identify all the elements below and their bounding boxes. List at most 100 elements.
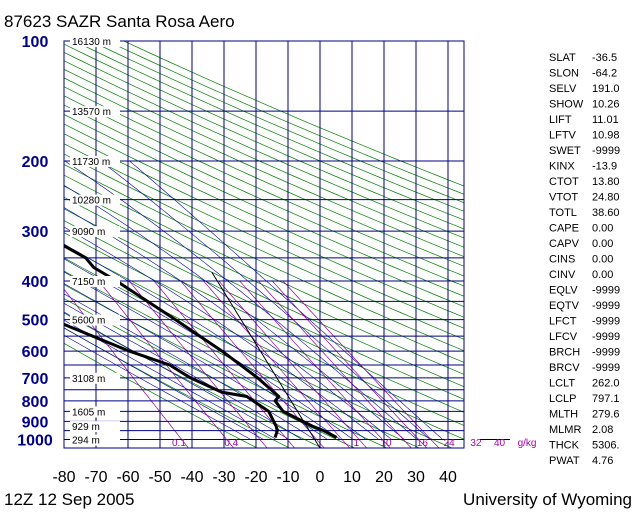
index-name: EQTV	[549, 300, 580, 312]
height-label: 9090 m	[72, 227, 105, 238]
pressure-tick-label: 700	[22, 371, 49, 388]
index-value: -13.9	[592, 161, 617, 173]
pressure-tick-label: 300	[22, 224, 49, 241]
pressure-tick-label: 800	[22, 394, 49, 411]
height-label-bg	[70, 106, 120, 118]
height-label-bg	[70, 314, 120, 326]
pressure-tick-label: 600	[22, 344, 49, 361]
index-value: 279.6	[592, 409, 620, 421]
temperature-tick-label: -80	[52, 469, 75, 486]
pressure-tick-label: 100	[22, 34, 49, 51]
height-label-bg	[70, 275, 120, 287]
moist-adiabat-line	[129, 160, 444, 440]
index-name: LCLT	[549, 378, 575, 390]
mixing-ratio-line	[98, 280, 234, 448]
height-label-bg	[70, 421, 120, 433]
temperature-profile-line	[64, 244, 338, 439]
index-value: 0.00	[592, 254, 613, 266]
height-label: 7150 m	[72, 277, 105, 288]
index-value: -9999	[592, 316, 620, 328]
height-label-bg	[70, 36, 120, 47]
index-value: -9999	[592, 300, 620, 312]
dry-adiabat-line	[64, 51, 464, 230]
index-name: VTOT	[549, 192, 578, 204]
index-value: 10.98	[592, 130, 620, 142]
plot-grid	[63, 40, 510, 449]
index-name: EQLV	[549, 285, 578, 297]
index-value: 0.00	[592, 223, 613, 235]
pressure-tick-label: 1000	[17, 433, 53, 450]
index-name: SLAT	[549, 52, 576, 64]
dry-adiabat-line	[64, 208, 464, 400]
dry-adiabat-line	[73, 41, 464, 212]
index-name: SHOW	[549, 99, 584, 111]
mixing-ratio-label: 24	[444, 438, 456, 449]
dry-adiabat-line	[64, 43, 464, 221]
height-label-bg	[70, 155, 120, 167]
dry-adiabat-line	[64, 86, 464, 267]
index-value: -9999	[592, 331, 620, 343]
dry-adiabat-line	[64, 104, 464, 287]
moist-adiabat-line	[64, 258, 354, 440]
dry-adiabat-line	[64, 95, 464, 277]
dewpoint-profile-line	[64, 322, 279, 438]
index-name: LFCV	[549, 331, 578, 343]
zero-isotherm-line	[211, 271, 321, 449]
index-value: 24.80	[592, 192, 620, 204]
dry-adiabat-line	[64, 153, 464, 340]
dry-adiabat-line	[64, 164, 464, 352]
sounding-profiles	[64, 244, 338, 439]
index-name: KINX	[549, 161, 575, 173]
index-value: 191.0	[592, 83, 620, 95]
mixing-ratio-lines	[64, 280, 440, 448]
dry-adiabat-line	[64, 270, 420, 448]
mixing-ratio-label: 0.4	[224, 438, 238, 449]
index-value: 0.00	[592, 269, 613, 281]
height-label-bg	[70, 434, 120, 446]
observation-time: 12Z 12 Sep 2005	[4, 490, 134, 509]
temperature-tick-label: 40	[439, 469, 457, 486]
temperature-tick-label: 30	[407, 469, 425, 486]
temperature-tick-label: -30	[212, 469, 235, 486]
stability-indices: SLAT -36.5 SLON -64.2 SELV 191.0 SHOW 10.26 LIFT…	[549, 52, 620, 467]
index-value: 4.76	[592, 455, 613, 467]
moist-adiabat-line	[100, 160, 431, 440]
temperature-tick-label: 10	[343, 469, 361, 486]
index-name: MLMR	[549, 424, 581, 436]
index-name: BRCV	[549, 362, 580, 374]
dry-adiabat-line	[64, 60, 464, 239]
index-name: SLON	[549, 68, 579, 80]
temperature-tick-label: -50	[148, 469, 171, 486]
height-label: 1605 m	[72, 407, 105, 418]
mixing-ratio-line	[282, 280, 440, 448]
index-name: LFTV	[549, 130, 577, 142]
height-label: 10280 m	[72, 196, 111, 207]
pressure-tick-label: 400	[22, 274, 49, 291]
dry-adiabat-line	[64, 133, 464, 318]
index-name: CINV	[549, 269, 576, 281]
height-label: 16130 m	[72, 37, 111, 48]
dry-adiabat-line	[64, 123, 464, 308]
mixing-ratio-label: 16	[417, 438, 429, 449]
height-label: 929 m	[72, 422, 100, 433]
height-label-bg	[70, 372, 120, 384]
index-name: LCLP	[549, 393, 577, 405]
mixing-ratio-line	[218, 280, 367, 448]
index-name: PWAT	[549, 455, 580, 467]
dry-adiabat-line	[64, 77, 464, 258]
moist-adiabat-line	[64, 207, 392, 440]
plot-frame	[63, 40, 465, 449]
index-value: 262.0	[592, 378, 620, 390]
chart-title: 87623 SAZR Santa Rosa Aero	[4, 12, 235, 31]
temperature-tick-label: -40	[180, 469, 203, 486]
mixing-ratio-line	[271, 280, 427, 448]
temperature-tick-label: 20	[375, 469, 393, 486]
dry-adiabat-line	[64, 174, 464, 363]
temperature-tick-label: -60	[116, 469, 139, 486]
index-name: CINS	[549, 254, 575, 266]
mixing-ratio-line	[203, 280, 350, 448]
dry-adiabat-line	[64, 298, 355, 448]
mixing-ratio-label: g/kg	[518, 438, 537, 449]
mixing-ratio-line	[180, 280, 325, 448]
